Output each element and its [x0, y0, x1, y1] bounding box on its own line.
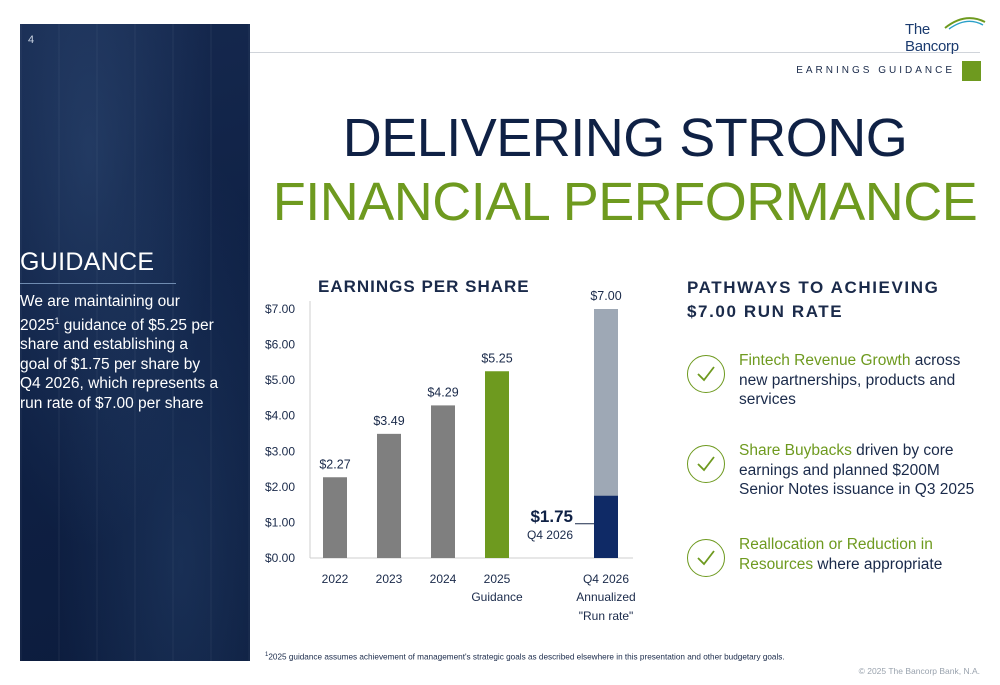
- pathway-text: Fintech Revenue Growth across new partne…: [739, 351, 984, 410]
- y-tick-label: $7.00: [265, 302, 295, 316]
- x-tick-sublabel: "Run rate": [579, 609, 634, 623]
- bancorp-logo: The Bancorp: [905, 17, 986, 55]
- logo-text: The Bancorp: [905, 21, 959, 55]
- guidance-text: We are maintaining our 20251 guidance of…: [20, 292, 220, 413]
- logo-swoosh-icon: [944, 17, 986, 30]
- footnote-text: 2025 guidance assumes achievement of man…: [268, 652, 785, 662]
- x-tick-label: Q4 2026: [583, 572, 629, 586]
- pathway-text: Share Buybacks driven by core earnings a…: [739, 441, 984, 500]
- data-label: $7.00: [590, 289, 621, 303]
- guidance-text-after: guidance of $5.25 per share and establis…: [20, 316, 219, 412]
- y-tick-label: $2.00: [265, 480, 295, 494]
- bar-2023: [377, 433, 401, 558]
- callout-sublabel: Q4 2026: [527, 528, 573, 542]
- pathway-description: across new partnerships, products and se…: [739, 352, 961, 408]
- eps-bar-chart: $0.00 $1.00 $2.00 $3.00 $4.00 $5.00 $6.00 $7.00…: [265, 289, 636, 623]
- bar-2024: [431, 405, 455, 558]
- x-tick-sublabel: Annualized: [576, 590, 635, 604]
- header-divider: [250, 52, 980, 53]
- copyright: © 2025 The Bancorp Bank, N.A.: [858, 666, 980, 676]
- y-tick-label: $5.00: [265, 373, 295, 387]
- pathway-description: driven by core earnings and planned $200…: [739, 442, 975, 498]
- x-tick-sublabel: Guidance: [471, 590, 523, 604]
- y-tick-label: $0.00: [265, 551, 295, 565]
- pathway-text: Reallocation or Reduction in Resources w…: [739, 535, 984, 574]
- guidance-footnote-marker: 1: [54, 315, 60, 326]
- pathway-highlight: Share Buybacks: [739, 442, 852, 459]
- check-circle-icon: [687, 539, 725, 577]
- footnote-marker: 1: [265, 652, 269, 658]
- check-circle-icon: [687, 355, 725, 393]
- bar-2025: [485, 371, 509, 558]
- pathway-highlight: Reallocation or Reduction in Resources: [739, 536, 933, 573]
- y-tick-label: $1.00: [265, 515, 295, 529]
- x-tick-label: 2025: [484, 572, 511, 586]
- bar-q4-2026-quarterly-segment: [594, 495, 618, 558]
- pathway-description: where appropriate: [813, 555, 943, 573]
- footnote: 12025 guidance assumes achievement of ma…: [265, 652, 785, 662]
- pathways-title-line-1: PATHWAYS TO ACHIEVING: [687, 278, 940, 297]
- x-tick-label: 2023: [376, 572, 403, 586]
- check-circle-icon: [687, 445, 725, 483]
- data-label: $3.49: [373, 414, 404, 428]
- data-label: $4.29: [427, 385, 458, 399]
- bar-2022: [323, 477, 347, 558]
- data-label: $2.27: [319, 457, 350, 471]
- guidance-title: GUIDANCE: [20, 248, 176, 284]
- callout-value: $1.75: [530, 507, 573, 526]
- section-label: EARNINGS GUIDANCE: [796, 65, 955, 76]
- guidance-panel: [20, 24, 250, 661]
- headline-line-1: DELIVERING STRONG: [342, 108, 908, 168]
- x-tick-label: 2022: [322, 572, 349, 586]
- panel-background-texture: [20, 24, 250, 661]
- data-label: $5.25: [481, 351, 512, 365]
- chart-title: EARNINGS PER SHARE: [318, 277, 530, 296]
- page-number: 4: [28, 34, 35, 46]
- guidance-text-before: We are maintaining our 2025: [20, 293, 180, 334]
- y-tick-label: $3.00: [265, 444, 295, 458]
- x-tick-label: 2024: [430, 572, 457, 586]
- section-accent-square: [962, 61, 981, 81]
- pathways-title: PATHWAYS TO ACHIEVING $7.00 RUN RATE: [687, 276, 977, 324]
- pathways-title-line-2: $7.00 RUN RATE: [687, 302, 844, 321]
- y-tick-label: $6.00: [265, 338, 295, 352]
- y-tick-label: $4.00: [265, 409, 295, 423]
- headline-line-2: FINANCIAL PERFORMANCE: [272, 172, 978, 232]
- pathway-highlight: Fintech Revenue Growth: [739, 352, 911, 369]
